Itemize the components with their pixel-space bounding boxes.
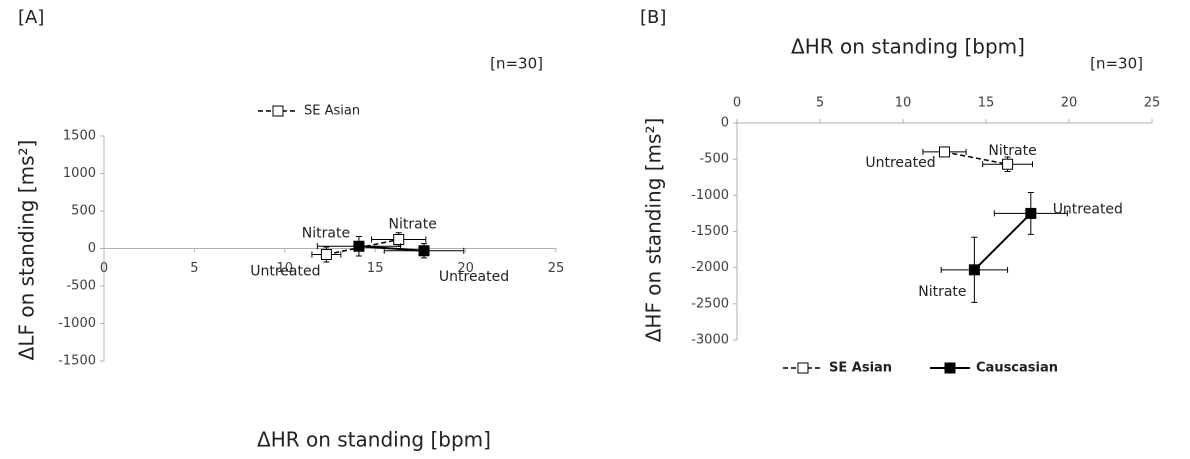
y-tick-label: -1000	[58, 316, 96, 331]
marker	[353, 240, 365, 252]
point-label: Untreated	[865, 155, 935, 171]
y-tick-label: 1000	[63, 166, 96, 181]
legend-label: SE Asian	[304, 104, 360, 119]
y-tick-label: -1500	[691, 224, 729, 239]
legend-label: SE Asian	[829, 361, 892, 376]
point-label: Untreated	[250, 264, 320, 280]
x-tick-label: 20	[1061, 96, 1078, 111]
x-tick-label: 15	[367, 261, 384, 276]
legend-label: Causcasian	[976, 361, 1058, 376]
y-axis-label: ΔHF on standing [ms²]	[642, 118, 666, 343]
marker	[1025, 207, 1037, 219]
panel-label: [A]	[18, 7, 44, 28]
y-tick-label: -1500	[58, 354, 96, 369]
x-tick-label: 0	[733, 96, 741, 111]
point-label: Nitrate	[389, 217, 437, 233]
x-tick-label: 20	[457, 261, 474, 276]
x-tick-label: 5	[816, 96, 824, 111]
y-tick-label: 0	[721, 116, 729, 131]
y-tick-label: -3000	[691, 333, 729, 348]
legend-marker	[944, 362, 956, 374]
y-tick-label: -2000	[691, 260, 729, 275]
x-tick-label: 0	[100, 261, 108, 276]
point-label: Untreated	[1053, 201, 1123, 217]
marker	[320, 249, 332, 260]
point-label: Untreated	[439, 269, 509, 285]
panel-label: [B]	[640, 7, 666, 28]
marker	[1002, 158, 1014, 170]
x-tick-label: 15	[978, 96, 995, 111]
marker	[393, 234, 405, 245]
x-tick-label: 25	[1144, 96, 1161, 111]
y-tick-label: -2500	[691, 296, 729, 311]
point-label: Nitrate	[988, 143, 1036, 159]
sample-note: [n=30]	[490, 55, 543, 73]
point-label: Nitrate	[918, 284, 966, 300]
x-tick-label: 10	[277, 261, 294, 276]
y-axis-label: ΔLF on standing [ms²]	[15, 140, 39, 361]
y-tick-label: 1500	[63, 129, 96, 144]
legend-marker	[797, 362, 809, 374]
x-tick-label: 5	[190, 261, 198, 276]
x-tick-label: 10	[895, 96, 912, 111]
point-label: Nitrate	[302, 225, 350, 241]
legend-marker	[272, 105, 284, 117]
y-tick-label: -500	[66, 279, 96, 294]
x-tick-label: 25	[548, 261, 565, 276]
series-line	[973, 212, 1032, 271]
y-tick-label: 500	[71, 204, 96, 219]
marker	[418, 245, 430, 257]
marker	[939, 146, 950, 158]
marker	[968, 264, 980, 276]
y-tick-label: 0	[88, 241, 96, 256]
y-tick-label: -500	[699, 152, 729, 167]
series-line	[944, 151, 1008, 165]
sample-note: [n=30]	[1090, 55, 1143, 73]
series-line	[358, 245, 425, 252]
x-axis-label: ΔHR on standing [bpm]	[791, 35, 1025, 59]
y-tick-label: -1000	[691, 188, 729, 203]
x-axis-label: ΔHR on standing [bpm]	[257, 428, 491, 452]
